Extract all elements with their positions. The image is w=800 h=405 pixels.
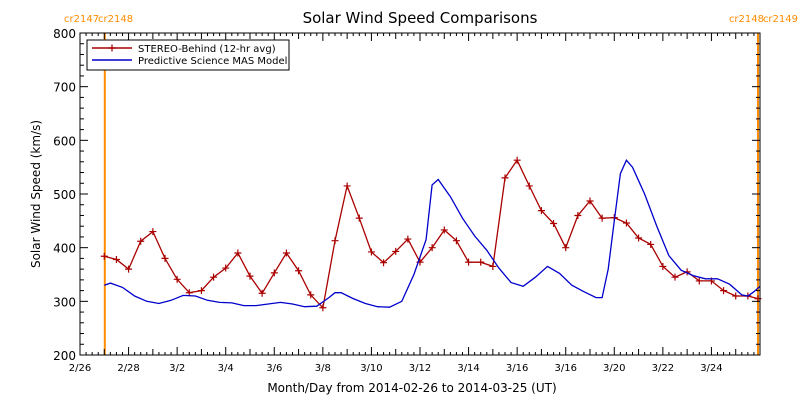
data-point-marker [732,292,740,300]
data-point-marker [671,273,679,281]
x-tick-label: 3/4 [218,363,234,374]
y-tick-label: 400 [53,242,76,256]
chart-title: Solar Wind Speed Comparisons [303,9,538,27]
data-point-marker [222,264,230,272]
x-tick-label: 3/6 [266,363,282,374]
x-tick-label: 3/22 [652,363,674,374]
x-tick-label: 3/20 [603,363,625,374]
data-point-marker [319,304,327,312]
data-point-marker [149,228,157,236]
data-point-marker [562,244,570,252]
legend: STEREO-Behind (12-hr avg)Predictive Scie… [86,39,290,71]
data-point-marker [355,214,363,222]
x-tick-label: 3/2 [169,363,185,374]
data-point-marker [307,291,315,299]
data-point-marker [367,248,375,256]
data-point-marker [197,287,205,295]
data-point-marker [137,237,145,245]
data-point-marker [234,249,242,257]
data-point-marker [622,219,630,227]
carrington-rotation-label: cr2147 [64,14,99,25]
data-point-marker [112,255,120,263]
data-point-marker [513,156,521,164]
carrington-rotation-label: cr2149 [763,14,798,25]
legend-label-1: Predictive Science MAS Model [138,56,287,67]
data-point-marker [404,235,412,243]
data-point-marker [380,259,388,267]
data-point-marker [477,258,485,266]
x-tick-label: 3/24 [700,363,722,374]
legend-box [86,39,290,71]
plot-frame [79,32,761,356]
y-tick-label: 800 [53,27,76,41]
data-point-marker [100,252,108,260]
data-point-marker [161,254,169,262]
data-point-marker [331,237,339,245]
x-tick-label: 3/8 [315,363,331,374]
data-point-marker [501,174,509,182]
data-point-marker [659,262,667,270]
series-layer [100,156,762,312]
x-tick-label: 2/28 [117,363,139,374]
carrington-rotation-label: cr2148 [729,14,764,25]
y-tick-label: 300 [53,295,76,309]
data-point-marker [125,265,133,273]
data-point-marker [210,273,218,281]
data-point-marker [465,258,473,266]
x-tick-label: 3/16 [554,363,576,374]
data-point-marker [598,214,606,222]
data-point-marker [525,182,533,190]
data-point-marker [720,287,728,295]
data-point-marker [173,275,181,283]
x-tick-label: 3/16 [506,363,528,374]
x-tick-label: 3/12 [409,363,431,374]
data-point-marker [452,237,460,245]
data-point-marker [537,207,545,215]
x-tick-label: 3/14 [457,363,479,374]
data-point-marker [343,182,351,190]
y-tick-label: 600 [53,134,76,148]
x-tick-label: 3/10 [360,363,382,374]
data-point-marker [647,240,655,248]
data-point-marker [246,272,254,280]
legend-label-0: STEREO-Behind (12-hr avg) [138,44,276,55]
data-point-marker [635,234,643,242]
data-point-marker [270,269,278,277]
data-point-marker [695,277,703,285]
data-point-marker [282,249,290,257]
carrington-rotation-label: cr2148 [98,14,133,25]
data-point-marker [574,211,582,219]
data-point-marker [489,262,497,270]
data-point-marker [440,226,448,234]
data-point-marker [258,289,266,297]
y-tick-label: 500 [53,188,76,202]
y-tick-label: 700 [53,81,76,95]
data-point-marker [586,197,594,205]
y-axis-label: Solar Wind Speed (km/s) [29,120,43,268]
series-line-1 [104,159,761,308]
data-point-marker [295,267,303,275]
x-axis-label: Month/Day from 2014-02-26 to 2014-03-25 … [267,381,556,395]
data-point-marker [550,220,558,228]
x-tick-label: 2/26 [69,363,91,374]
axes-layer: 200 300 400 500 600 700 800 2/26 2/28 3/2 3/4 3/6 3/… [53,27,760,374]
legend-marker-0 [108,44,116,52]
data-point-marker [428,244,436,252]
data-point-marker [392,247,400,255]
y-tick-label: 200 [53,349,76,363]
